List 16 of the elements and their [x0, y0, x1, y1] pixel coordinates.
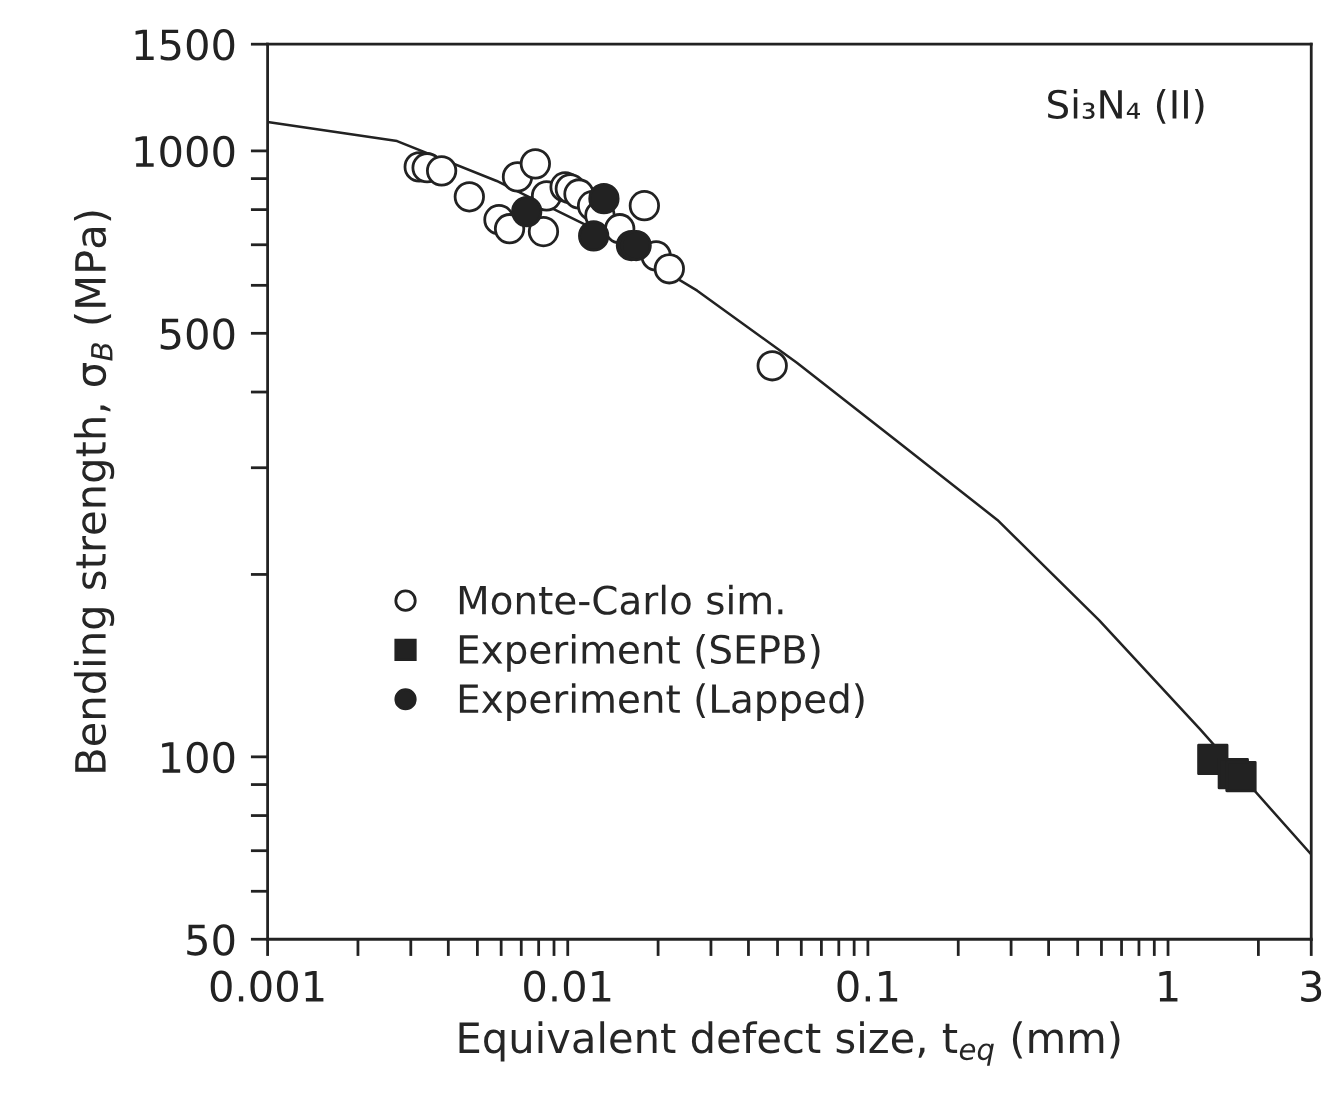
x-axis-title: Equivalent defect size, t$_{eq}$ (mm) — [459, 1021, 1120, 1066]
x-tick-label: 0.001 — [210, 970, 324, 1003]
y-axis-title: Bending strength, σ$_{B}$ (MPa) — [73, 211, 115, 772]
annotation: Si₃N₄ (II) — [1048, 88, 1204, 124]
x-tick-label: 0.1 — [837, 970, 898, 1003]
x-tick-label: 0.01 — [524, 970, 611, 1003]
legend-label: Experiment (SEPB) — [459, 634, 820, 672]
legend-label: Monte-Carlo sim. — [459, 584, 783, 615]
x-tick-label: 3 — [1301, 970, 1322, 1003]
y-tick-label: 100 — [162, 741, 235, 774]
y-tick-label: 1000 — [135, 135, 235, 168]
y-tick-label: 50 — [187, 924, 235, 956]
y-tick-label: 500 — [160, 318, 235, 350]
legend-label: Experiment (Lapped) — [459, 683, 864, 721]
y-tick-label: 1500 — [135, 29, 235, 61]
x-tick-label: 1 — [1159, 971, 1178, 1002]
